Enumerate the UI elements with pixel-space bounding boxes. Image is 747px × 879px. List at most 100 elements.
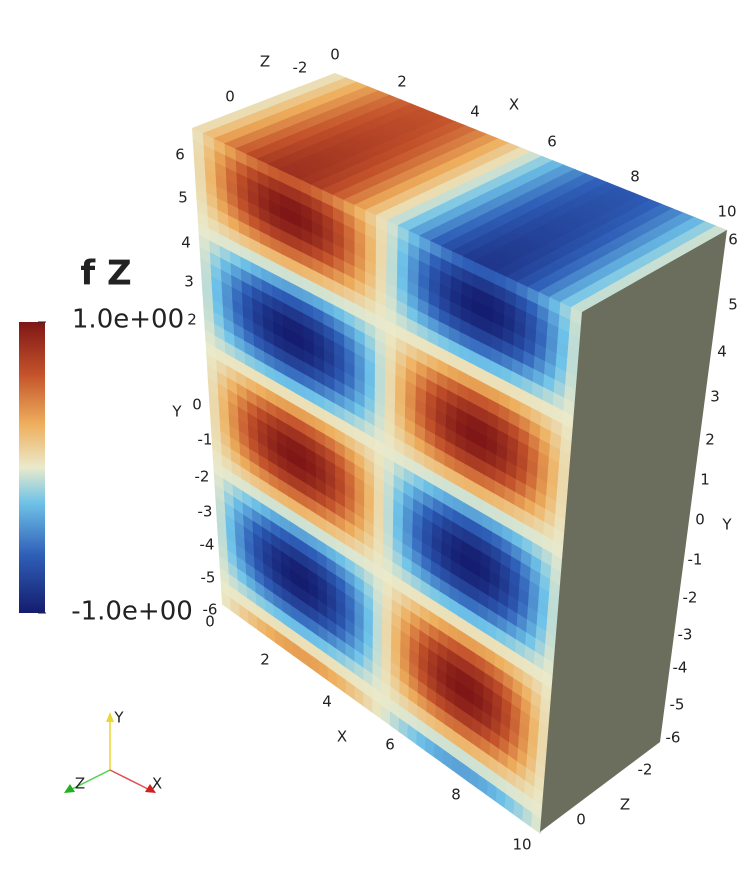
top-face-cell — [447, 229, 464, 238]
top-face-cell — [624, 190, 642, 198]
top-face-cell — [552, 218, 569, 226]
top-face-cell — [306, 108, 323, 116]
top-face-cell — [490, 149, 507, 157]
top-face-cell — [552, 281, 569, 290]
top-face-cell — [267, 143, 284, 151]
top-face-cell — [367, 138, 385, 146]
top-face-cell — [440, 144, 457, 152]
top-face-cell — [578, 278, 595, 287]
front-face-cell — [259, 478, 271, 499]
top-face-cell — [267, 124, 284, 132]
top-face-cell — [469, 208, 486, 217]
top-face-cell — [433, 166, 450, 174]
top-face-cell — [472, 148, 489, 156]
top-face-cell — [223, 114, 240, 122]
top-face-cell — [487, 199, 504, 208]
front-face-cell — [244, 550, 256, 571]
top-face-cell — [338, 96, 355, 103]
top-face-cell — [320, 77, 337, 84]
top-face-cell — [668, 239, 685, 247]
top-face-cell — [281, 109, 298, 117]
top-face-cell — [596, 236, 613, 245]
top-face-cell — [512, 187, 529, 195]
top-face-cell — [556, 185, 573, 193]
top-face-cell — [419, 233, 436, 242]
top-face-cell — [527, 180, 544, 188]
front-face-cell — [208, 389, 221, 410]
top-face-cell — [353, 144, 370, 152]
top-face-cell — [581, 244, 598, 252]
top-face-cell — [538, 205, 555, 213]
top-face-cell — [476, 156, 493, 164]
top-face-cell — [625, 242, 642, 250]
top-face-cell — [263, 126, 280, 134]
top-face-cell — [422, 221, 439, 230]
top-face-cell — [321, 130, 338, 138]
top-face-cell — [314, 152, 331, 160]
top-face-cell — [349, 136, 367, 144]
top-face-cell — [439, 125, 457, 133]
top-face-cell — [490, 158, 507, 166]
top-face-cell — [545, 181, 562, 189]
top-face-cell — [465, 142, 482, 150]
top-face-cell — [472, 138, 489, 146]
top-face-cell — [610, 198, 627, 206]
top-face-cell — [274, 112, 291, 120]
front-face-cell — [254, 568, 266, 589]
top-face-cell — [527, 190, 544, 198]
front-face-cell — [291, 629, 303, 651]
top-face-cell — [372, 204, 389, 213]
top-face-cell — [556, 226, 573, 234]
top-face-cell — [389, 166, 406, 175]
top-face-cell — [527, 200, 544, 208]
top-face-cell — [454, 128, 471, 136]
top-face-cell — [447, 169, 464, 177]
top-face-cell — [425, 160, 442, 168]
front-face-cell — [317, 599, 329, 621]
top-face-cell — [338, 87, 355, 94]
front-face-cell — [260, 490, 272, 511]
front-face-cell — [299, 587, 311, 608]
top-face-cell — [331, 135, 348, 143]
top-face-cell — [291, 88, 308, 95]
top-face-cell — [512, 148, 529, 156]
top-face-cell — [364, 178, 381, 186]
axis-tick-label: 5 — [178, 189, 188, 207]
top-face-cell — [588, 230, 605, 238]
top-face-cell — [556, 166, 573, 174]
top-face-cell — [480, 173, 497, 181]
top-face-cell — [643, 232, 660, 240]
top-face-cell — [345, 93, 362, 100]
front-face-cell — [238, 591, 249, 613]
top-face-cell — [476, 225, 493, 234]
top-face-cell — [462, 162, 479, 170]
top-face-cell — [361, 189, 378, 198]
top-face-cell — [559, 194, 576, 202]
front-face-cell — [223, 478, 235, 499]
top-face-cell — [570, 178, 587, 186]
top-face-cell — [382, 160, 399, 168]
top-face-cell — [450, 130, 467, 137]
top-face-cell — [567, 241, 584, 250]
top-face-cell — [390, 186, 407, 194]
top-face-cell — [494, 237, 511, 245]
top-face-cell — [339, 141, 356, 149]
top-face-cell — [490, 168, 508, 176]
top-face-cell — [418, 116, 435, 124]
front-face-cell — [245, 562, 257, 583]
front-face-cell — [233, 508, 245, 529]
top-face-cell — [346, 196, 363, 204]
front-face-cell — [522, 806, 534, 828]
top-face-cell — [256, 119, 273, 127]
top-face-cell — [425, 150, 442, 158]
top-face-cell — [335, 115, 352, 123]
top-face-cell — [447, 179, 464, 187]
top-face-cell — [273, 103, 290, 111]
top-face-cell — [451, 167, 468, 175]
top-face-cell — [309, 81, 326, 88]
top-face-cell — [309, 107, 327, 115]
front-face-cell — [233, 496, 245, 517]
top-face-cell — [545, 253, 562, 261]
top-face-cell — [393, 194, 410, 203]
top-face-cell — [410, 110, 428, 118]
